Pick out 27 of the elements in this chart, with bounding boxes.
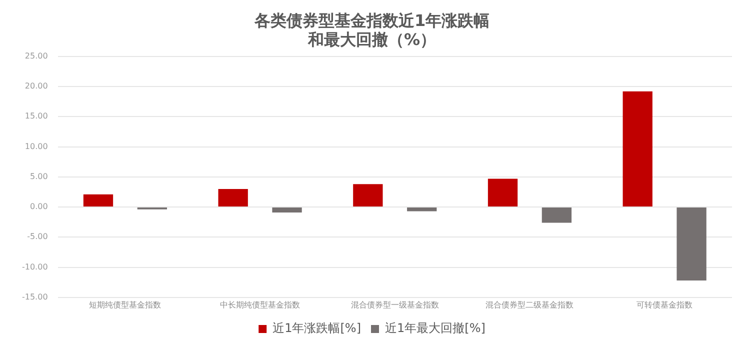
y-tick-label: -15.00	[22, 292, 48, 302]
y-tick-label: 15.00	[24, 112, 48, 121]
legend-label: 近1年涨跌幅[%]	[272, 321, 362, 336]
text: 和最大回撤（%）	[308, 30, 436, 49]
x-tick-label: 混合债券型二级基金指数	[486, 300, 574, 310]
bar	[353, 184, 383, 207]
text: 各类债券型基金指数近1年涨跌幅	[254, 10, 490, 30]
legend-label: 近1年最大回撤[%]	[385, 321, 486, 336]
y-tick-label: 20.00	[24, 82, 48, 91]
y-tick-label: 5.00	[30, 172, 48, 181]
bar	[622, 91, 652, 207]
y-tick-label: 25.00	[24, 51, 48, 60]
y-tick-label: -10.00	[22, 262, 48, 272]
bar	[272, 208, 302, 212]
x-tick-label: 混合债券型一级基金指数	[350, 300, 439, 310]
x-tick-label: 可转债基金指数	[636, 300, 693, 310]
bar	[488, 178, 518, 207]
bar	[83, 194, 114, 207]
bar	[407, 208, 437, 212]
x-tick-label: 短期纯债型基金指数	[89, 300, 162, 310]
y-tick-label: 10.00	[24, 142, 48, 151]
x-tick-label: 中长期纯债型基金指数	[220, 300, 300, 310]
y-tick-label: -5.00	[27, 232, 48, 242]
bar	[218, 188, 248, 207]
bar	[542, 208, 572, 223]
bar	[676, 208, 706, 281]
y-tick-label: 0.00	[30, 202, 48, 212]
